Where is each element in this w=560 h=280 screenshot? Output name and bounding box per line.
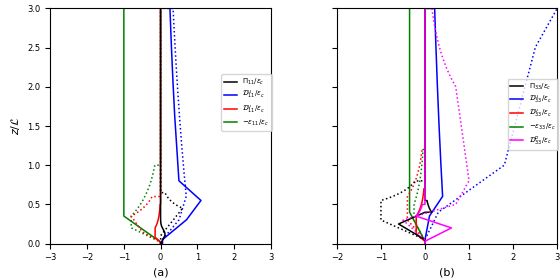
Legend: $\Pi_{33}/\varepsilon_c$, $\mathcal{D}^u_{33}/\varepsilon_c$, $\mathcal{D}^\nu_{: $\Pi_{33}/\varepsilon_c$, $\mathcal{D}^u…	[508, 79, 558, 150]
X-axis label: (a): (a)	[153, 268, 169, 278]
Y-axis label: $z/\mathcal{L}$: $z/\mathcal{L}$	[9, 116, 22, 136]
Legend: $\Pi_{11}/\varepsilon_c$, $\mathcal{D}^u_{11}/\varepsilon_c$, $\mathcal{D}^\nu_{: $\Pi_{11}/\varepsilon_c$, $\mathcal{D}^u…	[221, 74, 272, 130]
X-axis label: (b): (b)	[439, 268, 455, 278]
